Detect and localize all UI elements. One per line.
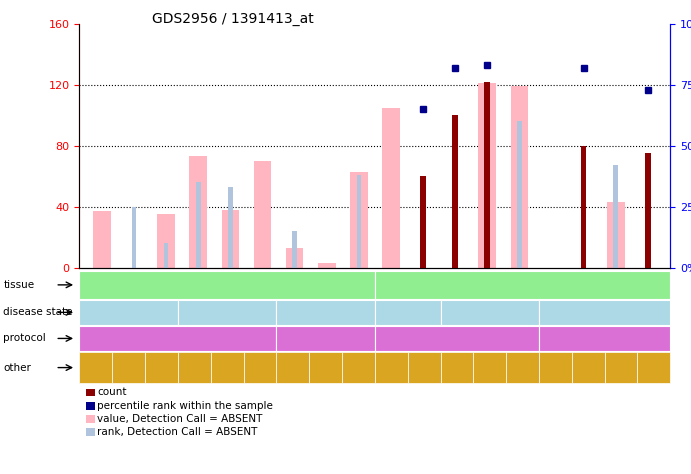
Bar bbox=[93, 211, 111, 268]
Text: pair
fed 3: pair fed 3 bbox=[548, 362, 563, 373]
Text: sham: sham bbox=[310, 333, 341, 344]
Text: subcutaneous abdominal fat: subcutaneous abdominal fat bbox=[148, 280, 307, 290]
Bar bbox=[132, 207, 136, 268]
Bar bbox=[228, 187, 233, 268]
Bar bbox=[286, 248, 303, 268]
Bar bbox=[222, 210, 239, 268]
Text: hypothalamus: hypothalamus bbox=[483, 280, 562, 290]
Text: GDS2956 / 1391413_at: GDS2956 / 1391413_at bbox=[152, 12, 314, 26]
Bar bbox=[350, 172, 368, 268]
Bar bbox=[292, 231, 297, 268]
Text: weight lost: weight lost bbox=[465, 308, 515, 317]
Bar bbox=[478, 83, 496, 268]
Text: weight regained: weight regained bbox=[371, 308, 444, 317]
Bar bbox=[254, 161, 272, 268]
Text: disease state: disease state bbox=[3, 307, 73, 318]
Text: control: control bbox=[589, 308, 621, 317]
Bar bbox=[189, 156, 207, 268]
Text: rank, Detection Call = ABSENT: rank, Detection Call = ABSENT bbox=[97, 427, 258, 438]
Text: pair
fed 3: pair fed 3 bbox=[252, 362, 267, 373]
Text: pair fed
1: pair fed 1 bbox=[281, 362, 304, 373]
Bar bbox=[607, 202, 625, 268]
Text: tissue: tissue bbox=[3, 280, 35, 290]
Text: pair fed
1: pair fed 1 bbox=[183, 362, 206, 373]
Text: weight lost: weight lost bbox=[202, 308, 252, 317]
Text: sham: sham bbox=[589, 333, 620, 344]
Text: count: count bbox=[97, 387, 127, 398]
Text: pair
fed 3: pair fed 3 bbox=[351, 362, 366, 373]
Bar bbox=[318, 263, 336, 268]
Bar bbox=[420, 176, 426, 268]
Text: pair
fed 1: pair fed 1 bbox=[88, 362, 104, 373]
Text: percentile rank within the sample: percentile rank within the sample bbox=[97, 401, 274, 411]
Bar bbox=[382, 108, 400, 268]
Bar bbox=[511, 86, 528, 268]
Bar bbox=[484, 82, 490, 268]
Text: RYGB surgery: RYGB surgery bbox=[419, 333, 495, 344]
Bar bbox=[164, 244, 169, 268]
Text: other: other bbox=[3, 363, 31, 373]
Bar bbox=[517, 121, 522, 268]
Text: pair
fed 2: pair fed 2 bbox=[515, 362, 530, 373]
Text: pair fed
1: pair fed 1 bbox=[577, 362, 600, 373]
Text: pair
fed 3: pair fed 3 bbox=[646, 362, 661, 373]
Bar bbox=[614, 165, 618, 268]
Text: weight regained: weight regained bbox=[92, 308, 166, 317]
Bar bbox=[452, 115, 458, 268]
Bar bbox=[645, 154, 651, 268]
Text: pair
fed 3: pair fed 3 bbox=[154, 362, 169, 373]
Bar bbox=[357, 175, 361, 268]
Text: value, Detection Call = ABSENT: value, Detection Call = ABSENT bbox=[97, 414, 263, 424]
Text: pair
fed 2: pair fed 2 bbox=[614, 362, 629, 373]
Text: pair
fed 2: pair fed 2 bbox=[220, 362, 235, 373]
Text: pair fed
1: pair fed 1 bbox=[380, 362, 403, 373]
Bar bbox=[158, 214, 175, 268]
Bar bbox=[580, 146, 587, 268]
Text: pair
fed 3: pair fed 3 bbox=[449, 362, 464, 373]
Text: pair fed
1: pair fed 1 bbox=[478, 362, 501, 373]
Text: pair
fed 2: pair fed 2 bbox=[417, 362, 432, 373]
Text: control: control bbox=[310, 308, 341, 317]
Text: pair
fed 2: pair fed 2 bbox=[121, 362, 136, 373]
Text: pair
fed 2: pair fed 2 bbox=[318, 362, 333, 373]
Text: protocol: protocol bbox=[3, 333, 46, 344]
Bar bbox=[196, 182, 200, 268]
Text: RYGB surgery: RYGB surgery bbox=[140, 333, 216, 344]
